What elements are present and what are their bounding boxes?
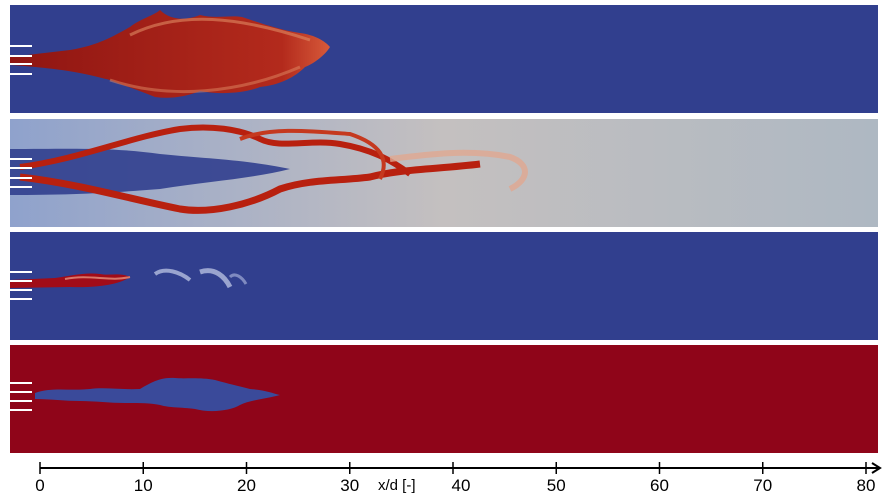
x-axis-tick-label: 30 <box>340 476 360 495</box>
x-axis-tick-label: 50 <box>546 476 566 495</box>
x-axis-tick-label: 60 <box>650 476 669 495</box>
field-panel-4 <box>10 345 878 453</box>
x-axis-tick-label: 40 <box>451 476 471 495</box>
x-axis-tick-label: 20 <box>237 476 256 495</box>
x-axis-tick-label: 10 <box>133 476 153 495</box>
flame-region <box>35 377 280 412</box>
x-axis-tick-label: 70 <box>753 476 773 495</box>
flame-region <box>10 10 330 98</box>
field-panel-2 <box>10 119 878 227</box>
x-axis-tick-label: 0 <box>35 476 45 495</box>
field-panel-1 <box>10 5 878 113</box>
x-axis-tick-label: 80 <box>856 476 876 495</box>
field-panel-3 <box>10 232 878 340</box>
x-axis-title: x/d [-] <box>378 477 416 494</box>
